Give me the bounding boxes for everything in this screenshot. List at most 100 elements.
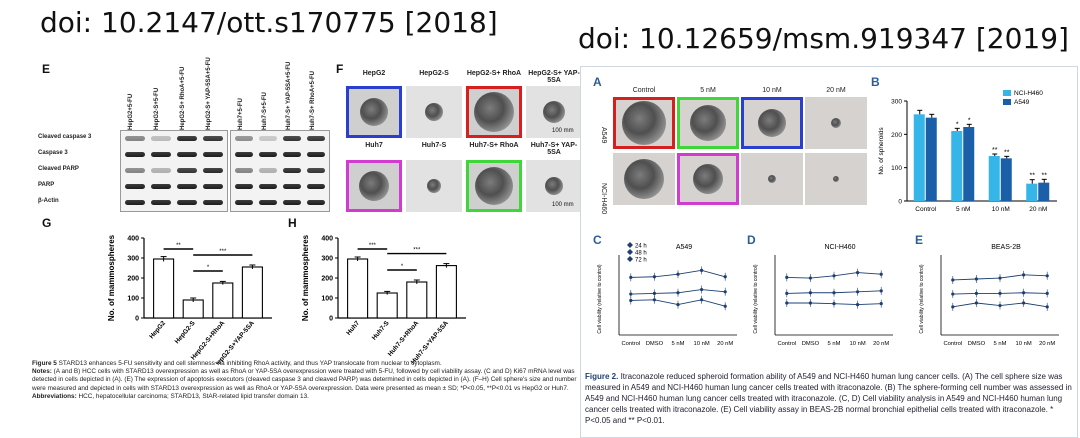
- highlight-frame: [466, 160, 522, 212]
- legend-marker: [627, 242, 633, 248]
- caption-left-abbr: Abbreviations: HCC, hepatocellular carci…: [32, 392, 309, 400]
- x-tick-label: 20 nM: [1039, 341, 1055, 347]
- sphere-col-label: Control: [632, 87, 656, 94]
- sig-label: **: [992, 147, 998, 154]
- caption-left: Figure 5 STARD13 enhances 5-FU sensitivi…: [32, 360, 578, 401]
- panel-e2-label: E: [915, 233, 924, 247]
- y-axis-label: Cell viability (relative to control): [753, 264, 759, 334]
- bar: [1026, 183, 1038, 201]
- blot-band: [203, 200, 223, 205]
- highlight-frame: [346, 160, 402, 212]
- x-tick-label: 10 nM: [694, 341, 710, 347]
- sphere-blob: [758, 109, 786, 137]
- sig-label: ***: [219, 249, 227, 255]
- sig-label: *: [968, 117, 971, 124]
- x-tick-label: 5 nM: [672, 341, 685, 347]
- y-tick-label: 200: [321, 276, 333, 283]
- x-tick-label: 10 nM: [850, 341, 866, 347]
- sphere-col-label: Huh7-S: [421, 142, 447, 149]
- chart-e: BEAS-2B Cell viability (relative to contr…: [919, 244, 1059, 347]
- caption-left-notes: Notes: (A and B) HCC cells with STARD13 …: [32, 368, 577, 392]
- doi-right: doi: 10.12659/msm.919347 [2019]: [578, 22, 1069, 55]
- sphere-image: [741, 153, 803, 205]
- x-tick-label: 5 nM: [828, 341, 841, 347]
- blot-band: [235, 136, 253, 141]
- scale-bar-label: 100 mm: [552, 128, 574, 134]
- chart-title: A549: [676, 244, 692, 251]
- x-tick-label: Control: [621, 341, 640, 347]
- bar: [951, 131, 963, 201]
- legend-label: 48 h: [635, 251, 647, 257]
- bar: [435, 265, 457, 319]
- blot-band: [203, 168, 223, 173]
- y-tick-label: 0: [329, 316, 333, 323]
- legend-marker: [627, 256, 633, 262]
- blot-band: [307, 168, 325, 173]
- highlight-frame: [466, 86, 522, 138]
- blot-band: [177, 168, 197, 173]
- highlight-frame: [677, 97, 739, 149]
- panel-h-label: H: [288, 216, 297, 230]
- sphere-image: [406, 160, 462, 212]
- chart-d: NCI-H460 Cell viability (relative to cont…: [753, 244, 893, 347]
- sphere-col-label: Huh7-S+ YAP-5SA: [530, 142, 578, 156]
- sig-label: *: [956, 121, 959, 128]
- blot-band: [203, 136, 223, 141]
- panel-f-label: F: [336, 62, 344, 76]
- highlight-frame: [346, 86, 402, 138]
- x-tick-label: 5 nM: [956, 206, 970, 213]
- sphere-blob: [475, 167, 513, 205]
- y-axis-label: Cell viability (relative to control): [597, 264, 603, 334]
- blot-lane-label: Huh7-S+5-FU: [262, 92, 268, 130]
- caption-right-title: Figure 2.: [585, 372, 619, 381]
- sphere-image: [613, 153, 675, 205]
- sig-label: *: [401, 264, 404, 270]
- panel-e-rows: Cleaved caspase 3 Caspase 3 Cleaved PARP PA…: [38, 130, 118, 210]
- blot-band: [259, 136, 277, 141]
- blot-band: [283, 136, 301, 141]
- sphere-image: [677, 153, 739, 205]
- blot-huh7: [230, 130, 330, 212]
- y-tick-label: 300: [891, 99, 902, 106]
- x-tick-label: 5 nM: [994, 341, 1007, 347]
- sphere-image: [741, 97, 803, 149]
- x-tick-label: 10 nM: [992, 206, 1010, 213]
- legend-swatch: [1003, 90, 1011, 96]
- panel-e-label: E: [42, 62, 51, 76]
- blot-lane-label: HepG2-S+ YAP-5SA+5-FU: [206, 57, 212, 130]
- sphere-image: [346, 86, 402, 138]
- legend-label: 72 h: [635, 258, 647, 264]
- sphere-image: [805, 153, 867, 205]
- sphere-blob: [360, 98, 388, 126]
- blot-row-label: Cleaved caspase 3: [38, 134, 92, 140]
- sphere-blob: [543, 101, 565, 123]
- x-tick-label: Huh7: [345, 319, 361, 336]
- blot-band: [307, 136, 325, 141]
- sphere-image: [526, 160, 582, 212]
- y-axis-label: No. of spheroids: [878, 127, 885, 175]
- blot-row-label: Cleaved PARP: [38, 166, 79, 172]
- blot-band: [177, 200, 197, 205]
- x-tick-label: DMSO: [968, 341, 986, 347]
- sig-label: ***: [369, 243, 377, 249]
- x-tick-label: Control: [943, 341, 962, 347]
- caption-right-text: Itraconazole reduced spheroid formation …: [585, 372, 1072, 425]
- blot-band: [125, 168, 145, 173]
- blot-lane-label: Huh7-S+ YAP-5SA+5-FU: [286, 61, 292, 130]
- bar: [925, 117, 937, 201]
- blot-band: [151, 152, 171, 157]
- y-axis-label: No. of mammospheres: [301, 234, 310, 321]
- sphere-image: [466, 86, 522, 138]
- blot-band: [283, 200, 301, 205]
- blot-band: [177, 184, 197, 189]
- blot-band: [125, 136, 145, 141]
- chart-title: NCI-H460: [824, 244, 855, 251]
- sphere-blob: [622, 101, 666, 145]
- blot-band: [259, 152, 277, 157]
- legend-swatch: [1003, 99, 1011, 105]
- x-tick-label: Control: [915, 206, 937, 213]
- bar: [182, 299, 204, 319]
- y-tick-label: 200: [127, 276, 139, 283]
- y-tick-label: 0: [898, 199, 902, 206]
